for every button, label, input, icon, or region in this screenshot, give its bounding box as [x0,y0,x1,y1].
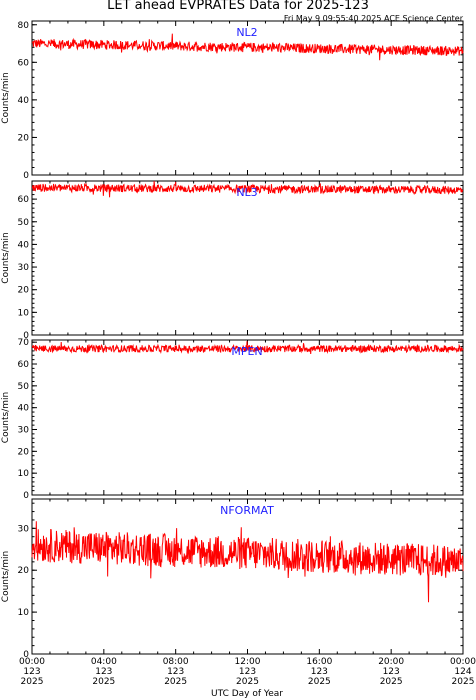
y-tick-label: 0 [23,491,29,501]
panel-1: 0 20 40 60 80 Counts/min NL2 [1,20,464,181]
y-tick-label: 60 [18,58,30,68]
series-line [31,521,464,603]
y-tick-label: 30 [18,263,30,273]
y-tick-label: 0 [23,331,29,341]
y-tick-label: 10 [18,308,30,318]
x-tick-label: 16:00 [306,657,332,667]
x-tick-label: 20:00 [378,657,404,667]
y-tick-label: 60 [18,195,30,205]
y-tick-label: 50 [18,218,30,228]
x-tick-label: 2025 [380,677,403,687]
x-tick-label: 123 [311,667,328,677]
series-line [31,33,464,61]
x-tick-label: 2025 [308,677,331,687]
panel-4: 0 10 20 30 Counts/min NFORMAT [1,498,464,660]
y-tick-label: 0 [23,650,29,660]
panel-2: 0 10 20 30 40 50 60 Counts/min NL3 [1,180,464,341]
timestamp-label: Fri May 9 09:55:40 2025 ACE Science Cent… [284,14,464,23]
panel-3: 0 10 20 30 40 50 60 70 Counts/min MPEN [1,338,464,501]
series-line [31,181,464,198]
series-label: NFORMAT [220,504,274,517]
series-line [31,341,464,355]
series-label: MPEN [231,345,262,358]
x-tick-label: 123 [167,667,184,677]
x-tick-label: 123 [23,667,40,677]
x-tick-label: 2025 [236,677,259,687]
y-tick-label: 50 [18,382,30,392]
x-tick-label: 123 [239,667,256,677]
series-label: NL2 [236,26,257,39]
x-tick-label: 12:00 [235,657,261,667]
x-tick-label: 00:00 [19,657,45,667]
y-axis-label: Counts/min [1,72,11,123]
y-tick-label: 40 [18,240,30,250]
x-tick-label: 2025 [92,677,115,687]
y-axis-label: Counts/min [1,232,11,283]
chart-title: LET ahead EVPRATES Data for 2025-123 [107,0,369,13]
y-tick-label: 30 [18,524,30,534]
y-tick-label: 20 [18,133,30,143]
x-tick-label: 00:00 [450,657,476,667]
panels: 0 20 40 60 80 Counts/min NL2 0 10 20 30 40 50 60 Count… [1,20,476,687]
x-tick-label: 123 [95,667,112,677]
plot-frame [31,180,464,336]
y-axis-label: Counts/min [1,551,11,602]
y-tick-label: 40 [18,404,30,414]
y-tick-label: 40 [18,96,30,106]
y-tick-label: 20 [18,566,30,576]
x-tick-label: 123 [383,667,400,677]
plot-frame [31,339,464,496]
y-tick-label: 20 [18,447,30,457]
y-tick-label: 10 [18,469,30,479]
y-tick-label: 70 [18,338,30,348]
x-tick-label: 124 [454,667,471,677]
y-tick-label: 20 [18,286,30,296]
y-tick-label: 30 [18,426,30,436]
y-tick-label: 60 [18,360,30,370]
x-tick-label: 2025 [21,677,44,687]
plot-frame [31,498,464,655]
y-tick-label: 80 [18,21,30,31]
x-tick-label: 2025 [164,677,187,687]
series-label: NL3 [236,186,257,199]
y-tick-label: 10 [18,608,30,618]
x-axis-label: UTC Day of Year [211,689,283,699]
x-tick-label: 04:00 [91,657,117,667]
y-tick-label: 0 [23,171,29,181]
x-tick-label: 08:00 [163,657,189,667]
x-tick-label: 2025 [452,677,475,687]
y-axis-label: Counts/min [1,392,11,443]
